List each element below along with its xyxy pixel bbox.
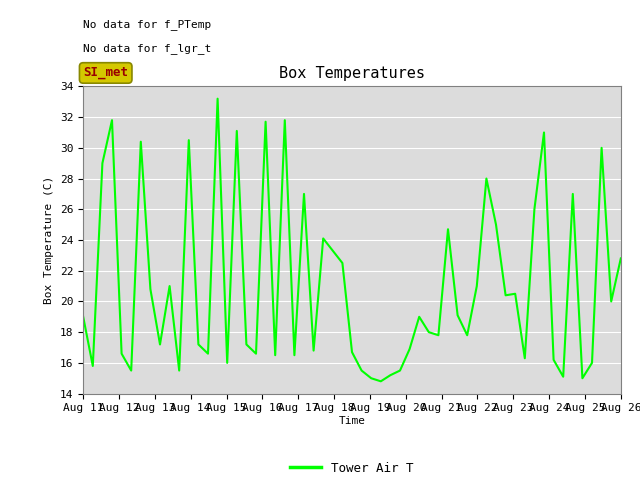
- Title: Box Temperatures: Box Temperatures: [279, 66, 425, 81]
- Legend: Tower Air T: Tower Air T: [285, 456, 419, 480]
- Text: No data for f_PTemp: No data for f_PTemp: [83, 19, 211, 30]
- Text: SI_met: SI_met: [83, 66, 128, 80]
- X-axis label: Time: Time: [339, 416, 365, 426]
- Text: No data for f_lgr_t: No data for f_lgr_t: [83, 43, 211, 54]
- Y-axis label: Box Temperature (C): Box Temperature (C): [44, 176, 54, 304]
